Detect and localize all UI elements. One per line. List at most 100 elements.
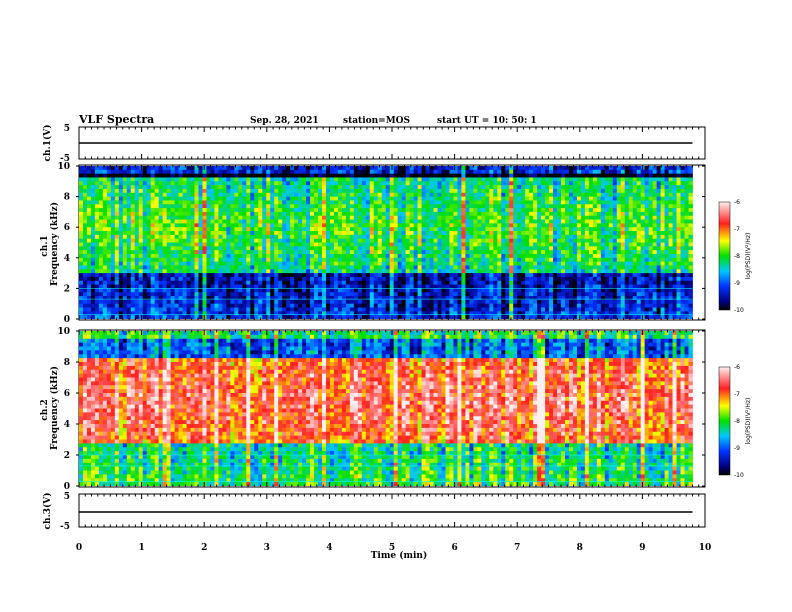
ch1-cell xyxy=(397,246,403,251)
ch1-cell xyxy=(222,231,227,236)
ch1-cell xyxy=(477,261,482,266)
ch1-cell xyxy=(537,288,542,293)
ch1-cell xyxy=(178,227,183,232)
ch1-cell xyxy=(210,227,215,232)
ch1-cell xyxy=(445,173,450,178)
ch1-cell xyxy=(290,211,295,217)
ch1-cell xyxy=(545,166,550,171)
ch1-cell xyxy=(146,227,152,232)
ch1-cell xyxy=(134,204,140,209)
ch1-cell xyxy=(381,284,387,289)
ch1-cell xyxy=(429,288,434,293)
ch1-cell xyxy=(365,227,371,232)
ch1-cell xyxy=(541,284,546,289)
ch1-cell xyxy=(134,280,140,285)
ch1-cell xyxy=(497,196,502,201)
ch1-cell xyxy=(405,211,411,217)
ch1-cell xyxy=(250,273,255,278)
ch1-cell xyxy=(517,253,522,259)
ch1-cell xyxy=(437,215,442,220)
ch1-cell xyxy=(437,261,442,266)
ch1-cell xyxy=(222,242,227,247)
ch1-cell xyxy=(198,315,203,319)
ch1-cell xyxy=(110,261,116,266)
ch1-cell xyxy=(553,238,558,243)
ch1-cell xyxy=(110,315,116,319)
ch1-cell xyxy=(178,303,183,308)
ch1-cell xyxy=(166,303,172,308)
ch1-cell xyxy=(369,215,375,220)
ch1-cell xyxy=(425,303,430,308)
ch1-cell xyxy=(90,208,96,213)
ch1-cell xyxy=(493,296,498,301)
ch1-cell xyxy=(262,242,267,247)
ch1-cell xyxy=(118,166,124,171)
ch1-cell xyxy=(549,299,554,305)
ch1-cell xyxy=(110,242,116,247)
ch1-cell xyxy=(162,265,168,270)
ch1-cell xyxy=(302,246,307,251)
ch1-cell xyxy=(202,288,207,293)
ch1-cell xyxy=(238,269,243,274)
ch1-cell xyxy=(461,299,466,305)
ch1-cell xyxy=(381,177,387,182)
ch1-cell xyxy=(194,204,199,209)
ch1-cell xyxy=(481,276,486,282)
ch1-cell xyxy=(469,284,474,289)
ch1-cell xyxy=(290,242,295,247)
ch1-cell xyxy=(361,246,367,251)
ch1-cell xyxy=(349,215,355,220)
ch1-cell xyxy=(481,200,486,205)
ch1-cell xyxy=(170,215,175,220)
ch1-cell xyxy=(561,242,566,247)
ch1-cell xyxy=(82,307,88,312)
ch1-cell xyxy=(202,299,207,305)
ch1-cell xyxy=(501,296,506,301)
ch1-cell xyxy=(457,227,462,232)
ch1-cell xyxy=(341,284,347,289)
ch1-cell xyxy=(302,231,307,236)
ch1-cell xyxy=(361,215,367,220)
ch1-cell xyxy=(461,250,466,255)
ch1-cell xyxy=(457,288,462,293)
ch1-cell xyxy=(385,211,391,217)
ch1-cell xyxy=(286,269,291,274)
ch1-cell xyxy=(322,231,327,236)
ch1-cell xyxy=(122,227,128,232)
ch1-cell xyxy=(270,234,275,240)
ch1-cell xyxy=(98,227,104,232)
ch1-cell xyxy=(493,231,498,236)
ch1-cell xyxy=(142,299,148,305)
ch1-cell xyxy=(485,246,490,251)
ch1-cell xyxy=(298,311,303,316)
ch1-cell xyxy=(122,211,128,217)
ch1-cell xyxy=(373,204,379,209)
ch1-cell xyxy=(405,219,411,224)
ch1-cell xyxy=(445,311,450,316)
ch1-cell xyxy=(90,169,96,175)
ch1-cell xyxy=(473,196,478,201)
ch1-cell xyxy=(222,188,227,194)
ch1-cell xyxy=(445,177,450,182)
ch1-cell xyxy=(453,204,458,209)
ch1-cell xyxy=(290,238,295,243)
ch1-cell xyxy=(449,253,454,259)
ch1-cell xyxy=(405,250,411,255)
ch1-cell xyxy=(517,303,522,308)
ch1-cell xyxy=(513,315,518,319)
ch1-cell xyxy=(509,188,514,194)
ch1-cell xyxy=(361,204,367,209)
ch1-cell xyxy=(194,261,199,266)
ch1-cell xyxy=(409,299,415,305)
ch1-cell xyxy=(126,273,132,278)
ch1-cell xyxy=(134,276,140,282)
ch1-cell xyxy=(254,250,259,255)
ch1-cell xyxy=(461,204,466,209)
ch1-cell xyxy=(409,280,415,285)
ch1-cell xyxy=(126,315,132,319)
ch1-cell xyxy=(310,223,315,228)
ch1-cell xyxy=(349,276,355,282)
ch1-cell xyxy=(453,177,458,182)
ch1-cell xyxy=(254,231,259,236)
ch1-cell xyxy=(521,231,526,236)
